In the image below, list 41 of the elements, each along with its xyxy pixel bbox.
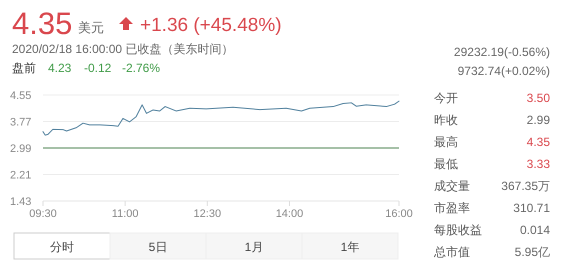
text: +1.36 (+45.48%) bbox=[140, 15, 282, 36]
text: 总市值 bbox=[433, 245, 470, 259]
y-tick-label: 2.99 bbox=[10, 143, 32, 155]
chart-title: 4.35 bbox=[12, 6, 72, 41]
text: 9732.74(+0.02%) bbox=[458, 64, 550, 78]
text: -2.76% bbox=[122, 61, 160, 75]
y-tick-label: 2.21 bbox=[10, 170, 32, 182]
x-tick-label: 14:00 bbox=[276, 208, 304, 220]
y-tick-label: 1.43 bbox=[10, 196, 32, 208]
text: 310.71 bbox=[513, 201, 550, 215]
text: 4.23 bbox=[48, 61, 72, 75]
text: 2.99 bbox=[526, 113, 550, 127]
x-tick-label: 11:00 bbox=[112, 208, 139, 220]
line-series bbox=[42, 100, 400, 136]
text: 成交量 bbox=[434, 179, 470, 193]
text: 市盈率 bbox=[434, 201, 470, 215]
text: 今开 bbox=[434, 91, 458, 105]
text: 3.50 bbox=[526, 91, 550, 105]
text: 美元 bbox=[78, 20, 104, 35]
text: -0.12 bbox=[84, 61, 112, 75]
text: 昨收 bbox=[434, 113, 458, 127]
x-tick-label: 09:30 bbox=[29, 208, 57, 220]
text: 1年 bbox=[340, 240, 360, 254]
text: 4.35 bbox=[526, 135, 550, 149]
text: 分时 bbox=[50, 240, 74, 254]
text: 0.014 bbox=[520, 223, 550, 237]
y-tick-label: 3.77 bbox=[10, 116, 32, 128]
text: 29232.19(-0.56%) bbox=[454, 45, 550, 59]
text: 每股收益 bbox=[434, 223, 482, 237]
text: 3.33 bbox=[526, 157, 550, 171]
y-tick-label: 4.55 bbox=[10, 90, 32, 102]
text: 5.95亿 bbox=[514, 245, 550, 259]
text: 盘前 bbox=[12, 61, 36, 75]
text: 1月 bbox=[244, 240, 264, 254]
text: 367.35万 bbox=[501, 179, 550, 193]
text: 2020/02/18 16:00:00 已收盘（美东时间） bbox=[12, 42, 234, 56]
text: 最高 bbox=[434, 135, 458, 149]
text: 最低 bbox=[434, 157, 458, 171]
text: 5日 bbox=[148, 240, 168, 254]
x-tick-label: 12:30 bbox=[194, 208, 222, 220]
x-tick-label: 16:00 bbox=[385, 208, 413, 220]
